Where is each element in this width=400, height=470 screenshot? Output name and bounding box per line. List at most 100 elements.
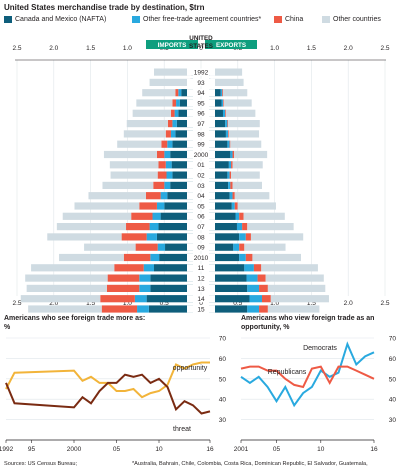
export-bar	[247, 284, 260, 292]
year-label-bg	[187, 140, 215, 148]
year-label-bg	[187, 109, 215, 117]
export-bar	[209, 140, 228, 148]
import-bar	[126, 223, 150, 231]
year-label: 13	[197, 286, 205, 293]
import-bar	[25, 274, 108, 282]
import-bar	[74, 202, 140, 210]
legend-item-fta: Other free-trade agreement countries*	[132, 14, 261, 24]
export-bar	[245, 253, 253, 262]
export-bar	[246, 274, 258, 282]
export-bar	[239, 253, 246, 262]
panel2-x-tick: 05	[113, 446, 121, 453]
axis-tick-bottom: 0.5	[160, 300, 169, 307]
export-bar	[222, 89, 248, 97]
import-bar	[139, 284, 151, 292]
import-bar	[166, 171, 173, 179]
year-label: 14	[197, 296, 205, 303]
export-bar	[259, 305, 268, 313]
legend-swatch-nafta	[4, 15, 12, 23]
export-bar	[242, 223, 248, 231]
axis-tick-top: 2.5	[12, 45, 21, 52]
export-bar	[209, 130, 226, 138]
export-bar	[209, 150, 231, 159]
import-bar	[121, 233, 147, 241]
export-bar	[234, 192, 270, 200]
import-bar	[165, 243, 193, 251]
panel2-y-tick: 30	[219, 417, 227, 424]
panel3-x-tick: 10	[317, 446, 325, 453]
panel2-y-tick: 40	[219, 397, 227, 404]
export-bar	[227, 140, 230, 148]
export-bar	[232, 181, 262, 189]
export-bar	[227, 120, 229, 128]
year-label: 99	[197, 142, 205, 149]
export-bar	[225, 130, 229, 138]
export-bar	[228, 181, 231, 189]
year-label: 95	[197, 100, 205, 107]
axis-tick-bottom: 1.5	[86, 300, 95, 307]
export-bar	[225, 109, 226, 117]
axis-tick-bottom: 0.5	[233, 300, 242, 307]
export-bar	[227, 171, 230, 179]
legend-label-nafta: Canada and Mexico (NAFTA)	[15, 15, 107, 23]
opportunity-label: opportunity	[173, 365, 208, 372]
republicans-label: Republicans	[268, 369, 307, 376]
legend-item-other: Other countries	[322, 14, 381, 24]
legend: Canada and Mexico (NAFTA) Other free-tra…	[4, 13, 396, 25]
export-bar	[244, 264, 254, 272]
import-bar	[114, 264, 144, 272]
year-label-bg	[187, 253, 215, 262]
import-bar	[47, 233, 122, 241]
footnote: *Australia, Bahrain, Chile, Colombia, Co…	[132, 461, 368, 467]
legend-item-china: China	[274, 14, 303, 24]
import-bar	[149, 78, 191, 86]
export-bar	[209, 274, 247, 282]
import-bar	[148, 305, 193, 313]
axis-tick-bottom: 0	[199, 300, 203, 307]
panel2-y-tick: 70	[219, 336, 227, 343]
year-label-bg	[187, 120, 215, 128]
import-bar	[143, 264, 154, 272]
export-bar	[222, 109, 226, 117]
import-bar	[101, 305, 138, 313]
year-label-bg	[187, 89, 215, 97]
export-bar	[253, 264, 262, 272]
export-bar	[209, 295, 250, 303]
export-bar	[209, 99, 222, 107]
export-bar	[229, 192, 233, 200]
import-bar	[146, 295, 193, 303]
panel3-y-tick: 40	[389, 397, 397, 404]
year-label: 04	[197, 193, 205, 200]
import-bar	[157, 243, 166, 251]
import-bar	[156, 150, 165, 159]
export-bar	[270, 295, 329, 303]
states-label: STATES	[189, 43, 213, 50]
import-bar	[145, 192, 161, 200]
export-bar	[228, 120, 260, 128]
year-label: 94	[197, 90, 205, 97]
export-bar	[265, 274, 324, 282]
imports-badge-bg	[146, 40, 198, 49]
year-label-bg	[187, 130, 215, 138]
year-label: 2010	[194, 255, 209, 262]
panel2-line-opportunity	[5, 361, 210, 399]
import-bar	[170, 181, 193, 189]
import-bar	[167, 120, 173, 128]
export-bar	[234, 202, 238, 210]
import-bar	[139, 202, 157, 210]
import-bar	[88, 192, 146, 200]
legend-swatch-other	[322, 15, 330, 23]
axis-tick-bottom: 2.0	[344, 300, 353, 307]
panel3-y-tick: 30	[389, 417, 397, 424]
export-bar	[232, 161, 263, 169]
export-bar	[261, 295, 271, 303]
panel2-title: Americans who see foreign trade more as:	[4, 315, 145, 322]
export-bar	[209, 212, 236, 220]
year-label: 02	[197, 173, 205, 180]
axis-tick-top: 2.0	[49, 45, 58, 52]
export-bar	[221, 99, 223, 107]
export-bar	[230, 150, 233, 159]
export-bar	[228, 130, 229, 138]
import-bar	[161, 140, 168, 148]
axis-tick-bottom: 2.5	[12, 300, 21, 307]
